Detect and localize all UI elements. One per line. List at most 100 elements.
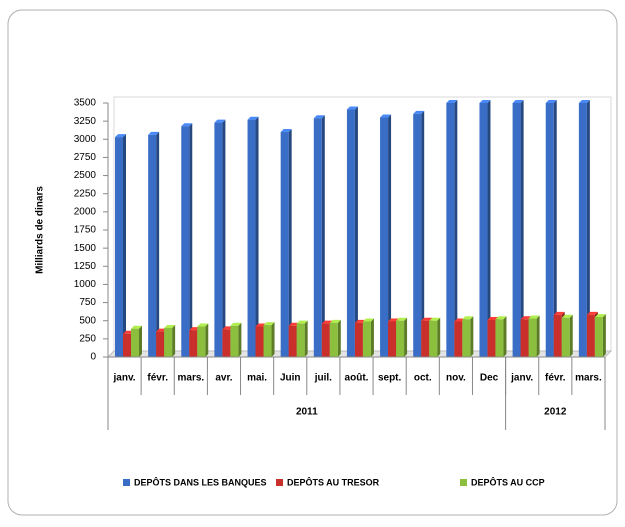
bar [413,113,422,357]
bar-side [271,322,275,357]
y-tick-label: 1750 [74,225,97,236]
bar [230,325,239,357]
bar-top [495,316,507,320]
bar [396,320,405,357]
x-tick-label: Juin [280,373,301,384]
bar [553,314,562,357]
bar-top [131,325,142,329]
bar-side [553,100,557,357]
x-tick-label: oct. [414,373,432,384]
bar-top [421,317,433,321]
x-tick-label: mars. [575,373,602,384]
bar-top [362,318,374,322]
bar-top [479,100,491,103]
bar [313,118,322,358]
legend-label: DEPÔTS AU TRESOR [287,476,380,487]
bar [362,321,371,357]
bar-top [578,100,590,103]
bar [421,320,430,357]
legend-swatch [123,479,130,486]
bar-top [553,311,565,315]
bar [280,132,289,357]
y-tick-label: 3500 [74,98,97,109]
x-tick-label: janv. [510,373,533,384]
bar [263,325,272,357]
x-tick-label: avr. [215,373,232,384]
y-tick-label: 500 [79,315,96,326]
x-tick-label: Dec [480,373,499,384]
bar [487,319,496,357]
x-tick-label: févr. [147,373,168,384]
bar-side [205,323,209,357]
bar-top [462,316,474,320]
bar [528,318,537,357]
bar-side [139,325,142,357]
bar [156,331,165,357]
bar-side [536,315,540,357]
bar [578,103,587,357]
bar-side [586,100,590,357]
x-tick-label: juil. [314,373,332,384]
bar-top [545,100,557,103]
bar-side [388,114,392,357]
bar-top [214,119,226,123]
x-tick-label: mars. [177,373,204,384]
legend-label: DEPÔTS DANS LES BANQUES [134,476,267,487]
y-tick-label: 2750 [74,152,97,163]
y-axis-label: Milliards de dinars [35,186,46,274]
legend-swatch [460,479,467,486]
bar [181,126,190,357]
bar-side [437,317,441,357]
bar-top [346,106,358,110]
bar-top [247,116,259,120]
bar [321,323,330,357]
bar-side [602,314,606,357]
x-tick-label: janv. [113,373,136,384]
bar-side [123,134,126,357]
bar-top [181,123,193,127]
group-label: 2012 [544,407,567,418]
bar [594,317,603,357]
bar-top [594,314,606,318]
bar-top [512,100,524,103]
bar [255,326,264,357]
bar [586,314,595,357]
bar-top [263,322,275,326]
bar [164,327,173,357]
bar [380,117,389,357]
y-tick-label: 1500 [74,243,97,254]
bar-top [561,314,573,318]
x-tick-label: nov. [446,373,466,384]
bar [222,329,231,357]
bar-side [454,100,458,357]
y-tick-label: 2500 [74,170,97,181]
bar [462,319,471,357]
bar-top [396,317,408,321]
y-tick-label: 750 [79,297,96,308]
bar-side [321,115,325,358]
bar [214,122,223,357]
bar-top [446,100,458,103]
bar-top [197,323,209,327]
bar-side [337,319,341,357]
x-tick-label: févr. [545,373,566,384]
bar-top [329,319,341,323]
bar-side [189,123,193,357]
bar-top [296,320,308,324]
bar-side [520,100,524,357]
bar-side [370,318,374,357]
bar-side [156,131,160,357]
bar-top [230,322,242,326]
bar-top [413,110,425,114]
bar [288,325,297,357]
bar [388,321,397,357]
bar-side [354,106,358,357]
bar [520,319,529,357]
y-tick-label: 2000 [74,206,97,217]
bar-side [222,119,226,357]
bar [354,322,363,357]
bar-side [255,116,259,357]
x-tick-label: sept. [378,373,402,384]
bar-side [238,322,242,357]
